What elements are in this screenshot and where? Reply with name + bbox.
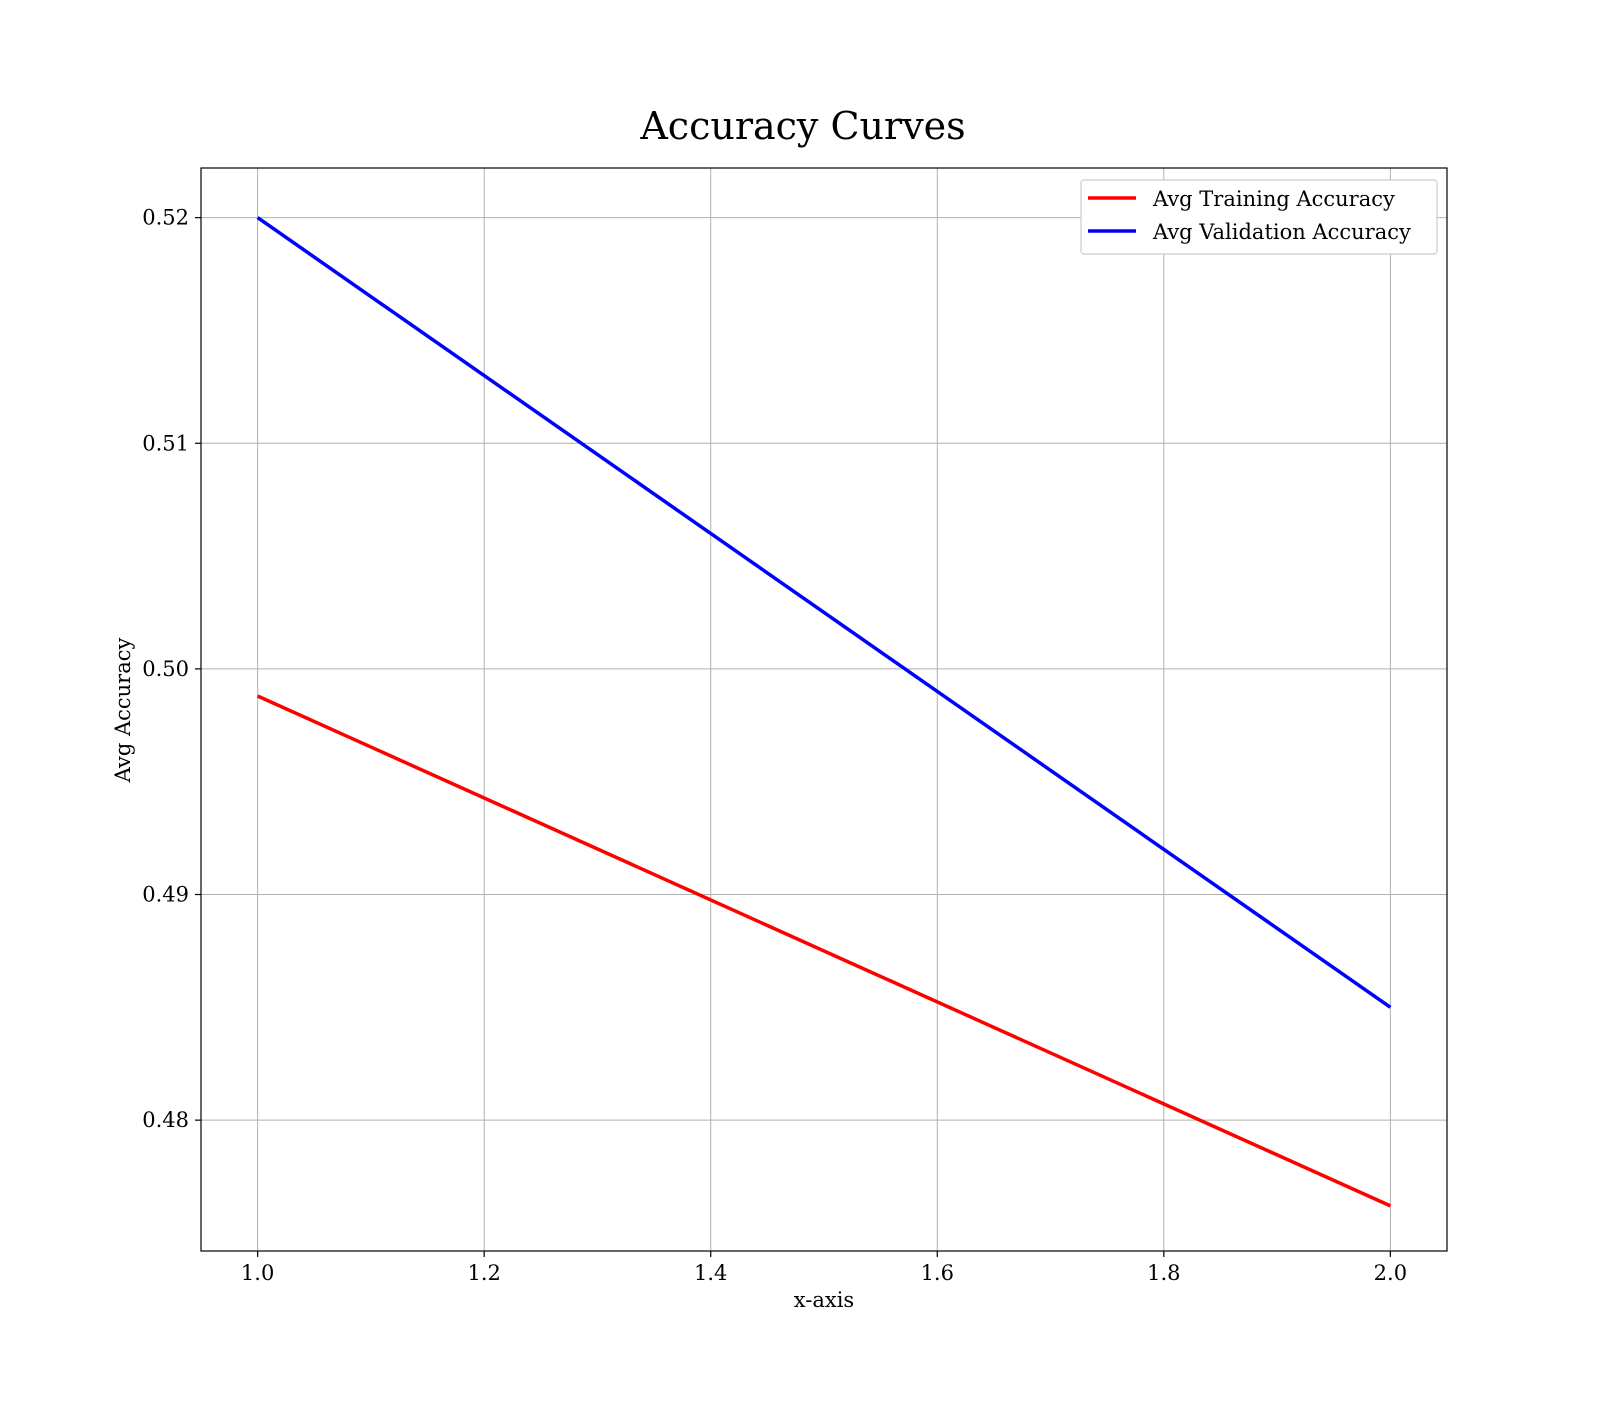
series-line-validation <box>256 216 1392 1009</box>
x-tick-label: 1.4 <box>694 1261 727 1285</box>
legend: Avg Training Accuracy Avg Validation Acc… <box>1080 179 1438 255</box>
series-lines <box>256 216 1392 1208</box>
y-tick-label: 0.52 <box>142 206 189 230</box>
y-tick-label: 0.50 <box>142 657 189 681</box>
plot-frame <box>200 167 1448 1252</box>
x-tick-label: 2.0 <box>1374 1261 1407 1285</box>
y-tick-label: 0.49 <box>142 883 189 907</box>
chart-title: Accuracy Curves <box>639 104 965 148</box>
y-tick-label: 0.51 <box>142 431 189 455</box>
axis-ticks: 1.0 1.2 1.4 1.6 1.8 2.0 0.48 0.49 0.50 0.51 0.52 <box>142 206 1407 1285</box>
x-axis-label: x-axis <box>794 1288 854 1312</box>
legend-label-training: Avg Training Accuracy <box>1152 187 1395 211</box>
series-line-training <box>256 694 1392 1208</box>
x-tick-label: 1.8 <box>1147 1261 1180 1285</box>
y-tick-label: 0.48 <box>142 1108 189 1132</box>
x-tick-label: 1.0 <box>241 1261 274 1285</box>
x-tick-label: 1.6 <box>921 1261 954 1285</box>
y-axis-label: Avg Accuracy <box>111 638 135 784</box>
legend-box <box>1080 179 1438 255</box>
legend-label-validation: Avg Validation Accuracy <box>1152 220 1411 244</box>
x-tick-label: 1.2 <box>467 1261 500 1285</box>
